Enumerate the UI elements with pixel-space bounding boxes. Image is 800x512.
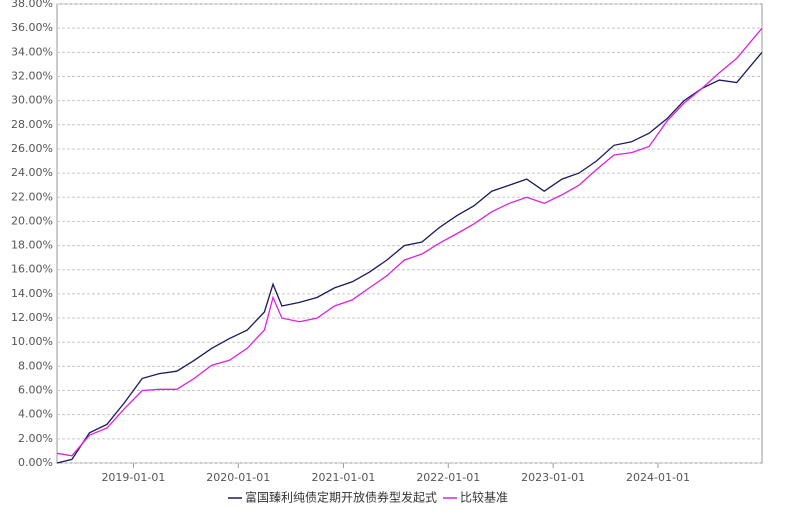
y-tick-label: 22.00%	[11, 190, 53, 203]
y-tick-label: 14.00%	[11, 287, 53, 300]
legend: 富国臻利纯债定期开放债券型发起式 比较基准	[228, 490, 508, 505]
x-tick-label: 2024-01-01	[626, 471, 690, 484]
y-tick-label: 38.00%	[11, 0, 53, 10]
x-tick-label: 2021-01-01	[311, 471, 375, 484]
series-line	[56, 51, 763, 464]
y-tick-label: 24.00%	[11, 166, 53, 179]
x-tick-label: 2019-01-01	[101, 471, 165, 484]
y-tick-label: 10.00%	[11, 335, 53, 348]
y-tick-label: 18.00%	[11, 239, 53, 252]
y-tick-label: 4.00%	[18, 408, 53, 421]
y-tick-label: 30.00%	[11, 94, 53, 107]
y-tick-label: 2.00%	[18, 432, 53, 445]
x-tick-label: 2020-01-01	[206, 471, 270, 484]
x-tick-label: 2023-01-01	[521, 471, 585, 484]
y-tick-label: 12.00%	[11, 311, 53, 324]
y-tick-label: 26.00%	[11, 142, 53, 155]
y-tick-label: 16.00%	[11, 263, 53, 276]
y-tick-label: 20.00%	[11, 214, 53, 227]
series-line	[56, 27, 763, 457]
y-tick-label: 0.00%	[18, 456, 53, 469]
y-tick-label: 8.00%	[18, 359, 53, 372]
y-tick-label: 36.00%	[11, 21, 53, 34]
y-tick-label: 32.00%	[11, 69, 53, 82]
y-tick-label: 28.00%	[11, 118, 53, 131]
legend-label: 富国臻利纯债定期开放债券型发起式	[245, 490, 437, 505]
legend-label: 比较基准	[460, 490, 508, 505]
y-tick-label: 34.00%	[11, 45, 53, 58]
y-tick-label: 6.00%	[18, 384, 53, 397]
plot-frame	[56, 3, 763, 464]
x-tick-label: 2022-01-01	[416, 471, 480, 484]
